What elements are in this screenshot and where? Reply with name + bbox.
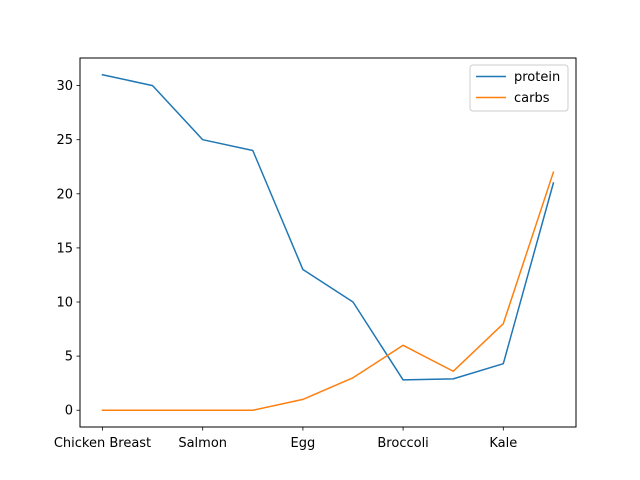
- y-tick-label: 10: [56, 296, 73, 311]
- x-tick-label: Salmon: [178, 436, 227, 451]
- x-axis: Chicken Breast Salmon Egg Broccoli Kale: [54, 427, 517, 451]
- y-tick-label: 0: [65, 404, 73, 419]
- y-tick-label: 20: [56, 187, 73, 202]
- y-tick-label: 30: [56, 79, 73, 94]
- series-line-protein: [101, 73, 555, 381]
- x-tick-label: Kale: [489, 436, 517, 451]
- legend-label-protein: protein: [514, 70, 560, 85]
- y-tick-label: 15: [56, 241, 73, 256]
- y-axis: 0 5 10 15 20 25 30: [56, 79, 80, 419]
- x-tick-label: Chicken Breast: [54, 436, 151, 451]
- y-tick-label: 5: [65, 350, 73, 365]
- series-layer: [101, 73, 555, 411]
- series-line-carbs: [101, 171, 555, 411]
- y-tick-label: 25: [56, 133, 73, 148]
- x-tick-label: Egg: [291, 436, 316, 451]
- legend: protein carbs: [469, 64, 569, 112]
- legend-label-carbs: carbs: [514, 91, 550, 106]
- plot-frame: [79, 57, 577, 428]
- x-tick-label: Broccoli: [377, 436, 428, 451]
